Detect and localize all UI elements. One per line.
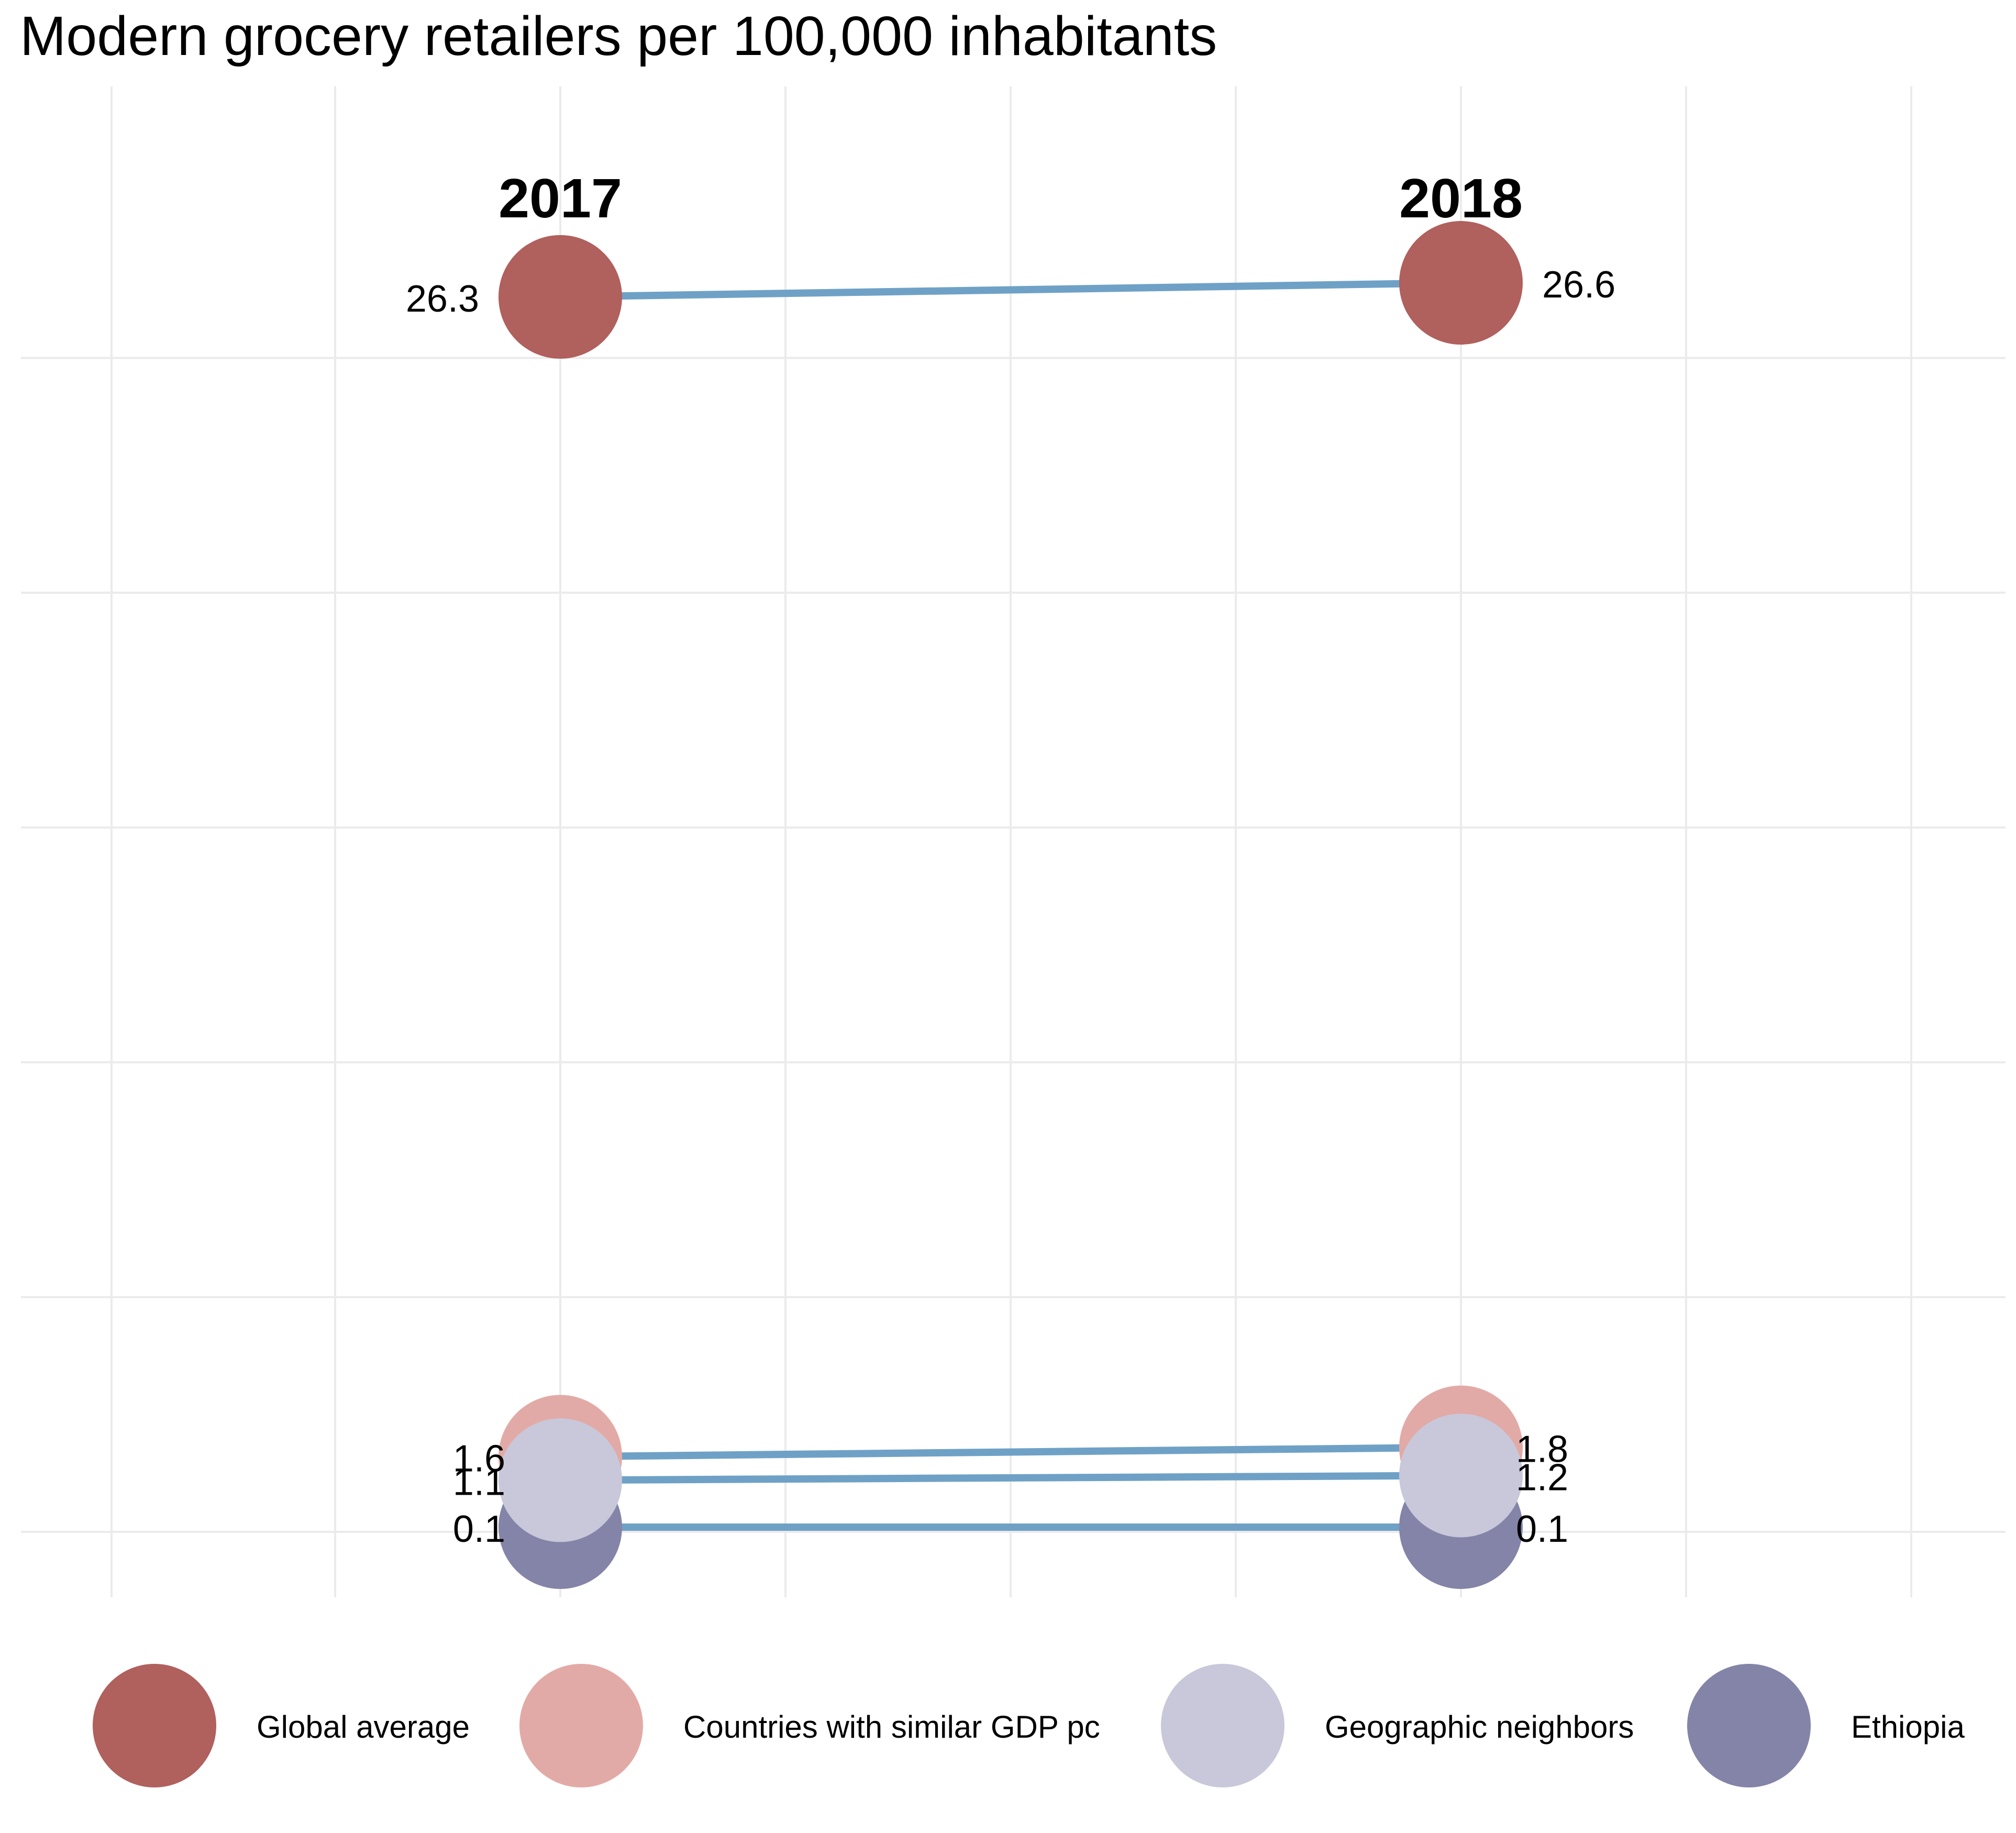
legend: Global average Countries with similar GDP…: [93, 1664, 1965, 1787]
chart-title: Modern grocery retailers per 100,000 inh…: [20, 5, 1217, 67]
legend-label-global-average: Global average: [257, 1709, 470, 1744]
series-line-countries-with-similar-gdp-pc: [560, 1443, 1461, 1461]
year-labels: 2017 2018: [499, 168, 1523, 229]
legend-label-ethiopia: Ethiopia: [1851, 1709, 1965, 1744]
data-label-geographic-neighbors-2017: 1.1: [453, 1461, 505, 1503]
legend-swatch-ethiopia: [1687, 1664, 1811, 1787]
year-label-2017: 2017: [499, 168, 622, 229]
grid: [21, 86, 2006, 1597]
legend-swatch-countries-with-similar-gdp-pc: [519, 1664, 643, 1787]
point-global-average-2018: [1399, 221, 1523, 345]
data-label-global-average-2017: 26.3: [406, 278, 479, 320]
data-label-geographic-neighbors-2018: 1.2: [1516, 1456, 1568, 1498]
series-points: [499, 221, 1523, 1589]
legend-item-ethiopia: Ethiopia: [1687, 1664, 1965, 1787]
series-lines: [560, 279, 1461, 1531]
data-labels: 26.3 26.6 1.6 1.8 1.1 1.2 0.1 0.1: [406, 264, 1615, 1550]
data-label-ethiopia-2017: 0.1: [453, 1508, 505, 1550]
legend-label-geographic-neighbors: Geographic neighbors: [1325, 1709, 1634, 1744]
data-label-ethiopia-2018: 0.1: [1516, 1508, 1568, 1550]
legend-item-countries-with-similar-gdp-pc: Countries with similar GDP pc: [519, 1664, 1100, 1787]
point-geographic-neighbors-2018: [1399, 1414, 1523, 1538]
year-label-2018: 2018: [1399, 168, 1523, 229]
data-label-global-average-2018: 26.6: [1542, 264, 1615, 306]
legend-label-countries-with-similar-gdp-pc: Countries with similar GDP pc: [683, 1709, 1100, 1744]
series-line-geographic-neighbors: [560, 1472, 1461, 1484]
legend-item-geographic-neighbors: Geographic neighbors: [1161, 1664, 1634, 1787]
point-global-average-2017: [499, 235, 622, 359]
data-label-countries-with-similar-gdp-pc-2018: 1.8: [1516, 1429, 1568, 1471]
point-geographic-neighbors-2017: [499, 1418, 622, 1542]
data-label-countries-with-similar-gdp-pc-2017: 1.6: [453, 1438, 505, 1480]
legend-swatch-geographic-neighbors: [1161, 1664, 1284, 1787]
legend-item-global-average: Global average: [93, 1664, 470, 1787]
series-line-global-average: [560, 279, 1461, 301]
legend-swatch-global-average: [93, 1664, 216, 1787]
